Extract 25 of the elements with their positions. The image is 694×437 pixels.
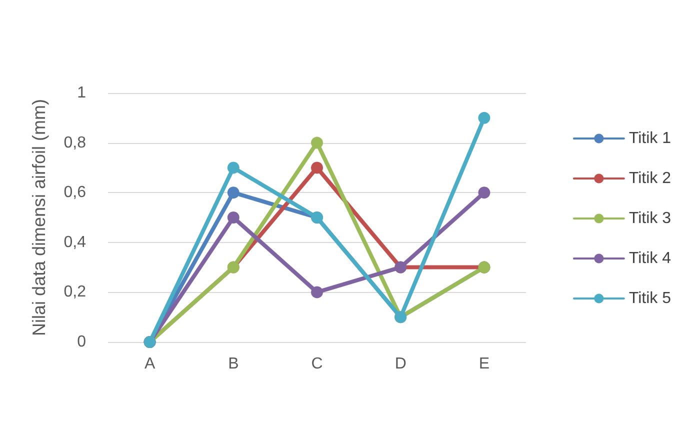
point [227,212,240,224]
point [227,162,240,174]
x-tick-label: E [478,356,490,372]
point [478,186,490,199]
y-axis-title: Nilai data dimensi airfoil (mm) [29,98,49,336]
point [311,162,323,174]
legend-label: Titik 4 [628,250,672,267]
y-tick-label: 0,2 [64,284,86,301]
x-tick-label: C [311,356,323,372]
y-tick-label: 0,4 [64,234,86,251]
y-tick-label: 0 [77,334,86,350]
legend-label: Titik 2 [628,170,672,187]
x-tick-label: D [394,356,406,372]
legend-label: Titik 1 [628,130,672,147]
point [311,286,323,298]
point [227,186,240,199]
y-tick-label: 0,6 [64,184,86,202]
x-tick-label: B [228,356,239,372]
point [478,112,490,124]
legend-label: Titik 5 [628,290,672,307]
legend-label: Titik 3 [628,210,672,227]
point [311,136,323,149]
x-tick-label: A [144,356,156,372]
y-tick-label: 0,8 [64,134,86,152]
y-tick-label: 1 [77,84,86,102]
